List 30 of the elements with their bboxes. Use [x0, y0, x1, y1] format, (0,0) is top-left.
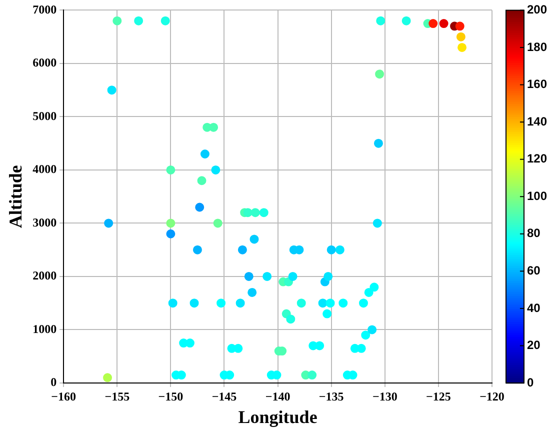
color-bar-label: 20 — [527, 338, 541, 352]
x-tick-label: −125 — [426, 389, 451, 404]
y-tick-label: 1000 — [32, 322, 57, 336]
y-tick-label: 4000 — [32, 162, 57, 176]
color-bar-label: 200 — [527, 2, 548, 17]
x-tick-label: −150 — [158, 389, 184, 404]
y-tick-label: 0 — [50, 375, 57, 390]
y-axis-title: Altitude — [5, 165, 26, 228]
x-tick-label: −160 — [51, 389, 76, 404]
color-bar-label: 0 — [527, 375, 534, 390]
x-tick-label: −130 — [372, 389, 398, 404]
y-tick-label: 2000 — [32, 268, 57, 283]
y-tick-label: 5000 — [32, 108, 57, 123]
x-tick-label: −120 — [480, 389, 504, 404]
color-bar-label: 120 — [527, 152, 548, 166]
color-bar-label: 180 — [527, 40, 548, 54]
color-bar-label: 140 — [527, 114, 548, 128]
x-tick-label: −145 — [212, 389, 237, 404]
color-bar-label: 60 — [527, 263, 541, 278]
y-tick-label: 7000 — [32, 2, 57, 16]
color-bar-label: 100 — [527, 188, 548, 203]
x-tick-label: −155 — [104, 389, 130, 404]
x-axis-title: Longitude — [238, 406, 318, 427]
x-tick-label: −140 — [265, 389, 290, 404]
color-bar-label: 160 — [527, 77, 548, 92]
x-tick-label: −135 — [318, 389, 344, 404]
y-tick-label: 3000 — [32, 215, 57, 230]
color-bar-label: 40 — [527, 300, 541, 315]
y-tick-label: 6000 — [32, 56, 57, 70]
color-bar-label: 80 — [527, 226, 541, 240]
